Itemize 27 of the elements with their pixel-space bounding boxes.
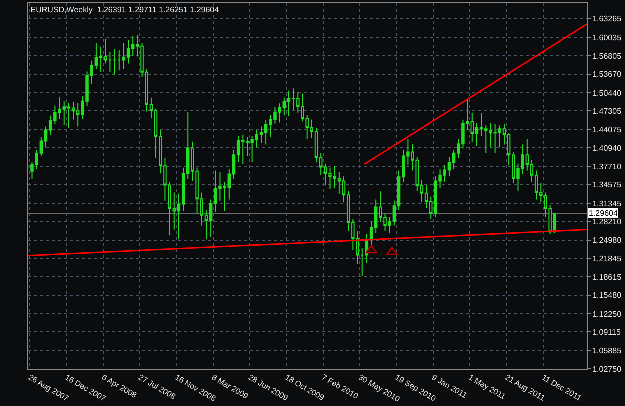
candlestick (113, 48, 116, 76)
candlestick (108, 52, 112, 73)
candlestick (122, 42, 126, 70)
y-tick-label: 1.21845 (592, 254, 622, 264)
candlestick (287, 90, 291, 117)
y-tick-label: 1.63265 (592, 14, 622, 24)
y-tick-label: 1.44075 (592, 126, 622, 135)
y-tick-label: 1.56805 (592, 52, 622, 61)
y-tick-label: 1.34575 (592, 180, 622, 190)
chart-title: EURUSD,Weekly 1.26391 1.29711 1.26251 1.29604 (30, 5, 220, 14)
y-tick-label: 1.15480 (592, 291, 622, 300)
ref-line-label: 1.29604 (589, 209, 618, 218)
y-tick-label: 1.18615 (592, 272, 622, 282)
y-tick-label: 1.28210 (592, 217, 622, 226)
y-tick-label: 1.37710 (592, 162, 622, 172)
y-tick-label: 1.09115 (592, 328, 622, 337)
y-tick-label: 1.47305 (592, 106, 622, 116)
y-tick-label: 1.05885 (592, 346, 622, 356)
y-tick-label: 1.24980 (592, 236, 622, 246)
y-tick-label: 1.60035 (592, 33, 622, 42)
y-tick-label: 1.12250 (592, 310, 622, 319)
y-tick-label: 1.40940 (592, 144, 622, 153)
y-tick-label: 1.02750 (592, 364, 622, 374)
candlestick (118, 50, 121, 72)
y-tick-label: 1.50440 (592, 88, 622, 98)
y-tick-label: 1.53670 (592, 70, 622, 80)
y-tick-label: 1.31345 (592, 199, 622, 208)
